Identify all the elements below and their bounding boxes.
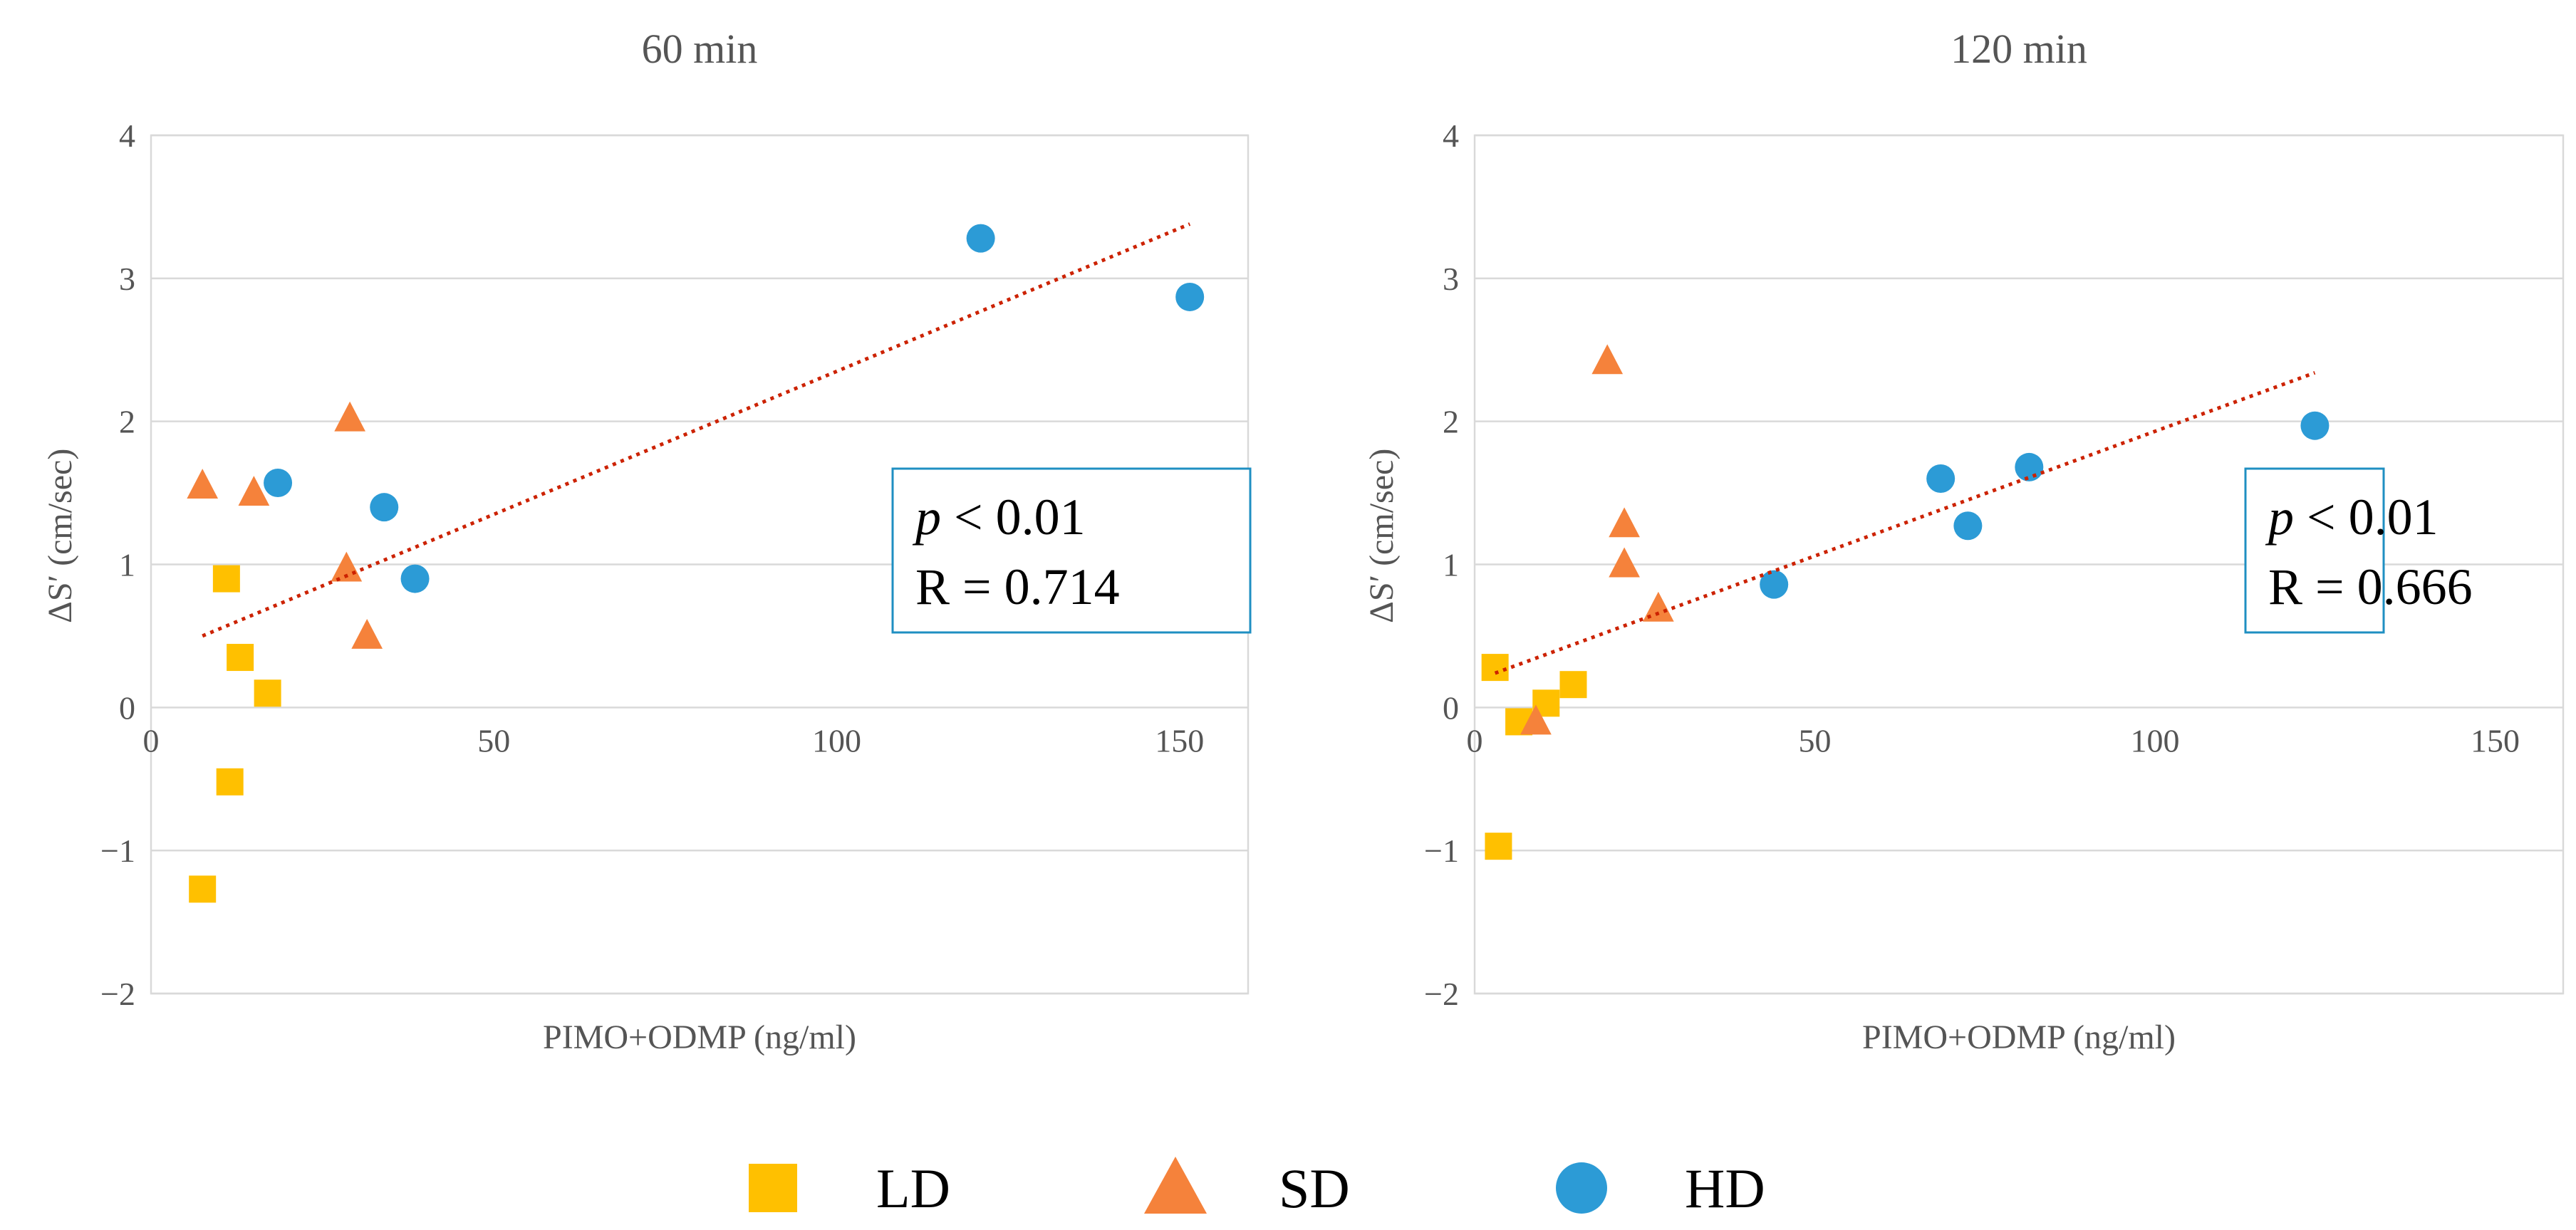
x-tick-label: 150: [2471, 722, 2520, 759]
y-tick-label: 3: [119, 261, 135, 297]
chart-panel-2: −2 −1 0 1 2 3 4 0 50 100 150 120 min PIMO+ODMP (ng/m…: [1363, 26, 2565, 1056]
chart-panel-1: −2 −1 0 1 2 3 4 0 50 100 150 60 min PIMO+ODMP (ng/ml…: [41, 26, 1252, 1056]
p-value: < 0.01: [2294, 489, 2439, 546]
stats-annotation: p < 0.01 R = 0.714: [891, 467, 1252, 634]
y-tick-label: 2: [119, 404, 135, 440]
trendline: [1494, 371, 2316, 675]
series-sd: [187, 401, 383, 649]
p-value-text: p < 0.01: [2265, 489, 2439, 546]
data-point-ld: [212, 565, 240, 593]
data-point-sd: [1520, 704, 1552, 735]
legend-label: LD: [876, 1157, 950, 1219]
data-point-hd: [1953, 511, 1983, 541]
data-point-sd: [334, 401, 365, 432]
data-point-ld: [227, 644, 254, 672]
data-point-hd: [966, 224, 995, 253]
x-tick-label: 100: [812, 722, 861, 759]
r-value-text: R = 0.666: [2268, 558, 2473, 615]
data-point-hd: [370, 493, 399, 522]
data-point-sd: [187, 469, 219, 499]
chart-title: 120 min: [1951, 26, 2087, 72]
data-point-sd: [1609, 547, 1640, 578]
legend-label: SD: [1279, 1157, 1350, 1219]
p-value: < 0.01: [941, 489, 1086, 546]
y-axis-label: ΔS′ (cm/sec): [1363, 449, 1401, 623]
stats-box: [891, 467, 1252, 634]
legend-marker-sd: [1144, 1157, 1207, 1214]
x-axis-label: PIMO+ODMP (ng/ml): [543, 1018, 856, 1056]
series-ld: [1481, 654, 1587, 860]
stats-annotation: p < 0.01 R = 0.666: [2244, 467, 2473, 634]
y-tick-label: 4: [119, 118, 135, 154]
series-ld: [189, 565, 281, 903]
stats-box: [2244, 467, 2385, 634]
legend-marker-ld: [749, 1164, 797, 1212]
legend-label: HD: [1685, 1157, 1765, 1219]
series-hd: [1760, 411, 2330, 599]
data-point-ld: [189, 875, 217, 903]
y-tick-label: −1: [1424, 833, 1459, 869]
data-point-hd: [2300, 411, 2330, 440]
y-axis-label: ΔS′ (cm/sec): [41, 449, 79, 623]
p-symbol: p: [912, 489, 941, 546]
y-tick-label: −2: [1424, 976, 1459, 1012]
y-tick-label: 4: [1443, 118, 1459, 154]
plot-area-frame: [1473, 134, 2565, 995]
y-tick-label: 2: [1443, 404, 1459, 440]
x-tick-label: 100: [2131, 722, 2180, 759]
legend-item-sd: SD: [1144, 1157, 1350, 1219]
data-point-sd: [1643, 591, 1674, 622]
legend: LD SD HD: [749, 1157, 1765, 1219]
data-point-hd: [2015, 452, 2044, 481]
x-tick-label: 50: [1799, 722, 1832, 759]
y-tick-label: 0: [119, 689, 135, 726]
trendline: [202, 222, 1191, 638]
data-point-ld: [1559, 671, 1587, 699]
data-point-sd: [238, 476, 270, 506]
series-sd: [1520, 344, 1674, 735]
data-point-sd: [351, 618, 383, 649]
y-tick-label: 3: [1443, 261, 1459, 297]
chart-title: 60 min: [642, 26, 758, 72]
x-axis-label: PIMO+ODMP (ng/ml): [1862, 1018, 2176, 1056]
data-point-sd: [1609, 507, 1640, 538]
y-tick-label: −2: [100, 976, 135, 1012]
legend-marker-hd: [1556, 1162, 1607, 1214]
data-point-ld: [1485, 833, 1512, 860]
series-hd: [264, 224, 1205, 593]
p-value-text: p < 0.01: [912, 489, 1086, 546]
data-point-hd: [1926, 464, 1956, 493]
data-point-hd: [264, 469, 293, 498]
r-value-text: R = 0.714: [915, 558, 1120, 615]
x-tick-label: 150: [1155, 722, 1204, 759]
data-point-sd: [1591, 344, 1624, 375]
data-point-hd: [1760, 570, 1789, 599]
y-tick-label: 1: [1443, 547, 1459, 583]
data-point-hd: [1175, 282, 1205, 311]
data-point-ld: [1481, 654, 1509, 682]
legend-item-hd: HD: [1556, 1157, 1765, 1219]
legend-item-ld: LD: [749, 1157, 950, 1219]
x-tick-label: 50: [477, 722, 510, 759]
p-symbol: p: [2265, 489, 2294, 546]
data-point-ld: [216, 768, 244, 796]
data-point-hd: [400, 564, 430, 593]
data-point-ld: [254, 679, 281, 707]
x-tick-label: 0: [143, 722, 160, 759]
y-tick-label: 0: [1443, 689, 1459, 726]
y-tick-label: 1: [119, 547, 135, 583]
y-tick-label: −1: [100, 833, 135, 869]
x-tick-label: 0: [1467, 722, 1483, 759]
